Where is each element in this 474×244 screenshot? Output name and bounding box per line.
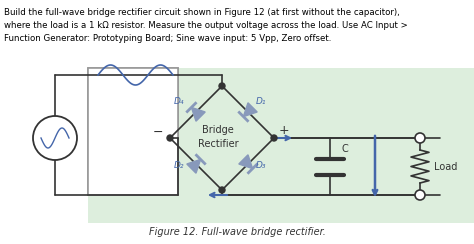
Text: D₃: D₃ xyxy=(256,161,266,170)
Circle shape xyxy=(415,190,425,200)
Text: Rectifier: Rectifier xyxy=(198,139,238,149)
Circle shape xyxy=(219,187,225,193)
Text: C: C xyxy=(342,144,349,154)
Bar xyxy=(88,68,474,223)
Text: +: + xyxy=(279,124,289,137)
Text: Figure 12. Full-wave bridge rectifier.: Figure 12. Full-wave bridge rectifier. xyxy=(148,227,326,237)
Polygon shape xyxy=(191,107,205,121)
Text: Load: Load xyxy=(434,162,457,172)
Polygon shape xyxy=(187,159,201,173)
Circle shape xyxy=(167,135,173,141)
Text: Bridge: Bridge xyxy=(202,125,234,135)
Circle shape xyxy=(33,116,77,160)
Text: −: − xyxy=(153,126,163,139)
Bar xyxy=(88,68,178,195)
Text: Build the full-wave bridge rectifier circuit shown in Figure 12 (at first withou: Build the full-wave bridge rectifier cir… xyxy=(4,8,408,43)
Text: D₁: D₁ xyxy=(256,97,266,106)
Circle shape xyxy=(271,135,277,141)
Circle shape xyxy=(415,133,425,143)
Text: D₄: D₄ xyxy=(174,97,184,106)
Bar xyxy=(88,68,178,195)
Circle shape xyxy=(219,83,225,89)
Text: D₂: D₂ xyxy=(174,161,184,170)
Polygon shape xyxy=(244,103,257,117)
Polygon shape xyxy=(239,155,253,169)
